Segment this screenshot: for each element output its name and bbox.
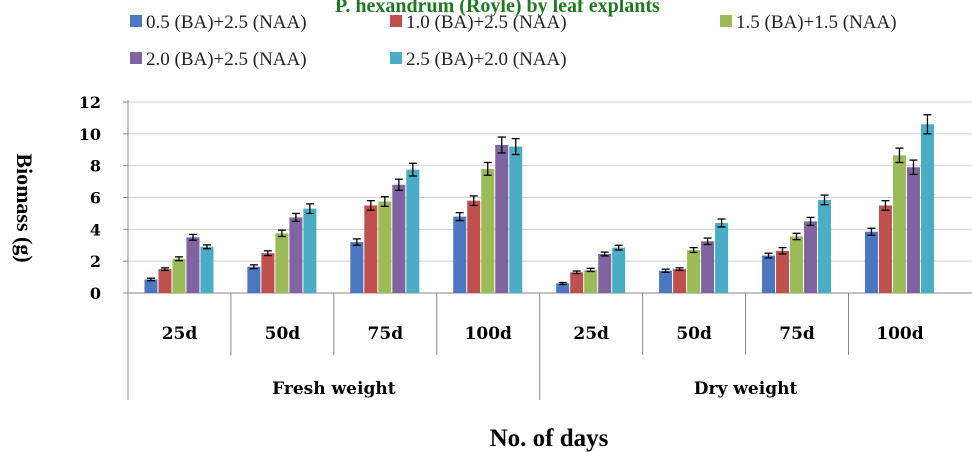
bar [364,205,378,293]
bars [144,114,934,294]
bar [878,205,892,293]
legend-swatch [720,15,732,27]
bar [289,217,303,293]
legend-label: 2.0 (BA)+2.5 (NAA) [146,49,307,70]
legend-swatch [390,15,402,27]
category-label: 75d [779,324,815,344]
y-axis-label: Biomass (g) [12,153,37,262]
bar [261,253,275,293]
bar [406,169,420,293]
bar [172,258,186,293]
legend-label: 2.5 (BA)+2.0 (NAA) [406,49,567,70]
bar [673,269,687,293]
bar [804,221,818,293]
bar [186,237,200,293]
bar [701,241,715,293]
category-label: 100d [876,324,923,344]
bar [570,272,584,293]
bar [892,155,906,293]
category-label: 25d [162,324,198,344]
y-tick-label: 4 [90,220,101,239]
bar [659,270,673,293]
bar [392,184,406,293]
legend-swatch [390,52,402,64]
bar [467,200,481,293]
gridlines [123,101,972,294]
bar [556,283,570,293]
category-label: 100d [465,324,512,344]
bar [776,250,790,293]
legend-label: 1.0 (BA)+2.5 (NAA) [406,12,567,33]
category-label: 25d [573,324,609,344]
y-tick-label: 0 [90,284,101,303]
y-tick-label: 2 [90,252,101,271]
y-tick-label: 6 [90,189,101,208]
bar [200,246,214,293]
bar [495,144,509,293]
y-tick-label: 8 [90,157,101,176]
bar [144,279,158,293]
group-labels: Fresh weight Dry weight [272,379,797,399]
bar [481,168,495,293]
bar [864,231,878,293]
category-label: 50d [265,324,301,344]
chart-title: P. hexandrum (Royle) by leaf explants [335,0,660,17]
category-label: 75d [368,324,404,344]
bar [509,146,523,293]
bar [906,167,920,293]
bar [818,199,832,293]
bar [715,222,729,293]
legend-swatch [130,15,142,27]
legend-swatch [130,52,142,64]
x-axis-label: No. of days [490,425,609,452]
category-labels: 25d 50d 75d 100d 25d 50d 75d 100d [162,324,924,344]
bar [247,266,261,293]
bar [350,242,364,293]
bar [612,247,626,293]
bar [762,255,776,293]
y-tick-label: 12 [79,93,101,112]
bar [303,208,317,293]
bar [158,269,172,293]
axis-lines [127,100,849,400]
bar [790,236,804,293]
bar [584,269,598,293]
category-label: 50d [676,324,712,344]
bar [275,233,289,293]
group-label: Fresh weight [272,379,396,399]
legend: 0.5 (BA)+2.5 (NAA) 1.0 (BA)+2.5 (NAA) 1.5 … [130,12,897,70]
y-axis-ticks: 0 2 4 6 8 10 12 [79,93,101,303]
y-tick-label: 10 [79,125,101,144]
legend-label: 1.5 (BA)+1.5 (NAA) [736,12,897,33]
group-label: Dry weight [694,379,798,399]
bar [378,201,392,293]
bar [687,250,701,293]
bar [453,216,467,293]
legend-label: 0.5 (BA)+2.5 (NAA) [146,12,307,33]
bar [920,124,934,294]
bar [598,254,612,293]
